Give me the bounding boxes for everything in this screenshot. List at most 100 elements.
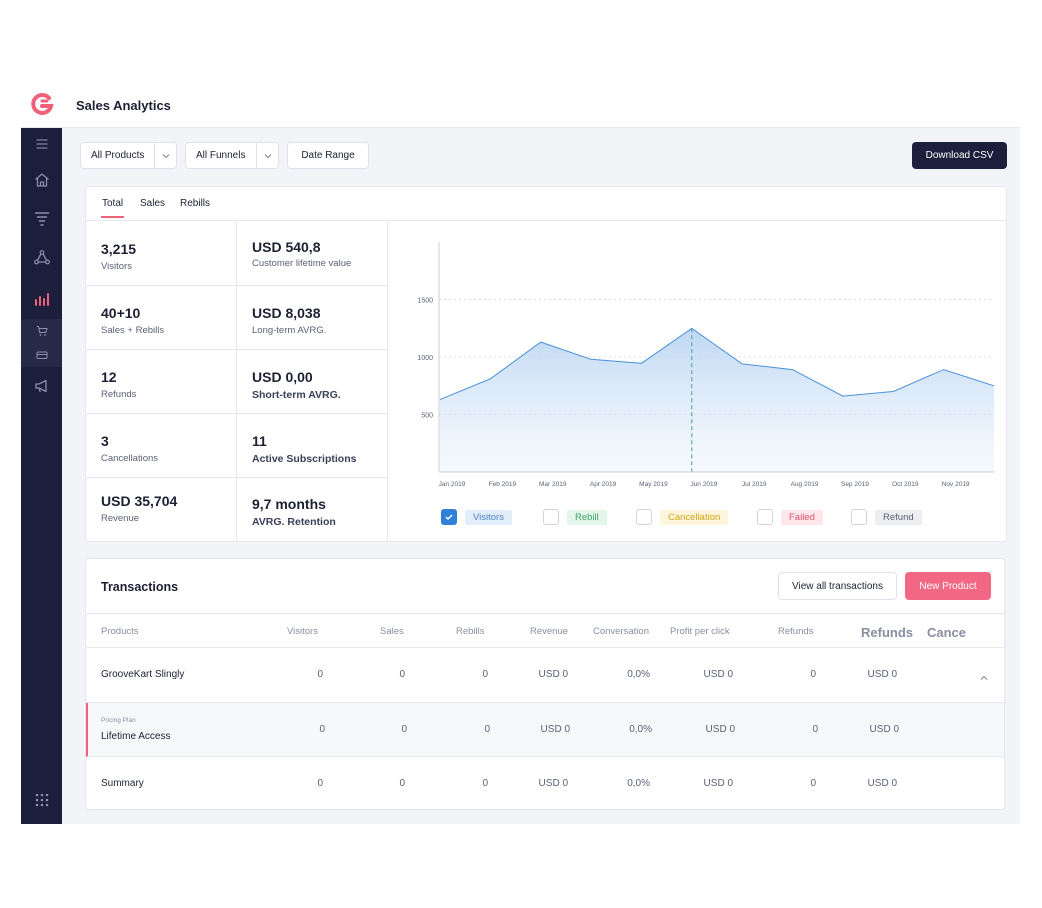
column-header[interactable]: Cance: [927, 625, 967, 640]
download-csv-button[interactable]: Download CSV: [912, 142, 1007, 169]
tab-sales[interactable]: Sales: [140, 198, 166, 209]
x-tick-label: Feb 2019: [489, 481, 517, 488]
column-header[interactable]: Products: [101, 626, 139, 637]
stat-value: 3: [101, 433, 109, 449]
stat-sales-rebills: 40+10 Sales + Rebills: [86, 286, 237, 350]
row-cell-visitors: 0: [317, 669, 323, 680]
row-product-name: Summary: [101, 778, 144, 789]
table-row-summary[interactable]: Summary 0 0 0 USD 0 0,0% USD 0 0 USD 0: [86, 757, 1004, 809]
legend-failed[interactable]: Failed: [757, 509, 823, 525]
stat-revenue: USD 35,704 Revenue: [86, 478, 237, 542]
stat-customer-lifetime-value: USD 540,8 Customer lifetime value: [237, 222, 388, 286]
row-cell-rebills: 0: [482, 669, 488, 680]
visitors-area-chart: 500 1000 1500 Jan 2019 Feb 2019 Mar 2019 Apr 2…: [417, 242, 995, 488]
legend-refund[interactable]: Refund: [851, 509, 922, 525]
checkbox-icon[interactable]: [543, 509, 559, 525]
products-dropdown-label: All Products: [91, 150, 145, 161]
checkbox-icon[interactable]: [636, 509, 652, 525]
stat-label: Short-term AVRG.: [252, 389, 341, 401]
column-header[interactable]: Rebills: [456, 626, 485, 637]
tabs: Total Sales Rebills: [86, 187, 1006, 221]
stat-short-term-avrg: USD 0,00 Short-term AVRG.: [237, 350, 388, 414]
stat-label: Customer lifetime value: [252, 258, 352, 269]
tab-total[interactable]: Total: [100, 198, 125, 218]
cart-icon[interactable]: [21, 319, 62, 343]
stat-label: Sales + Rebills: [101, 325, 165, 336]
row-cell-rebills: 0: [482, 778, 488, 789]
series-area-visitors: [440, 328, 994, 472]
stat-label: Active Subscriptions: [252, 453, 357, 465]
stat-value: USD 8,038: [252, 305, 321, 321]
tab-rebills[interactable]: Rebills: [180, 198, 211, 209]
stat-active-subscriptions: 11 Active Subscriptions: [237, 414, 388, 478]
funnels-dropdown-label: All Funnels: [196, 150, 246, 161]
y-tick-label: 1500: [417, 298, 433, 305]
column-header[interactable]: Visitors: [287, 626, 318, 637]
x-tick-label: May 2019: [639, 481, 668, 488]
legend-cancellation[interactable]: Cancellation: [636, 509, 729, 525]
stat-label: Revenue: [101, 513, 140, 524]
card-icon[interactable]: [21, 343, 62, 367]
new-product-button[interactable]: New Product: [905, 572, 991, 600]
column-header[interactable]: Sales: [380, 626, 404, 637]
table-row[interactable]: GrooveKart Slingly 0 0 0 USD 0 0,0% USD …: [86, 648, 1004, 703]
checkbox-icon[interactable]: [757, 509, 773, 525]
stat-avrg-retention: 9,7 months AVRG. Retention: [237, 478, 388, 542]
stat-value: 12: [101, 369, 117, 385]
row-cell-refunds-amount: USD 0: [867, 778, 897, 789]
row-cell-revenue: USD 0: [538, 669, 568, 680]
table-row-pricing-plan[interactable]: Pricing Plan Lifetime Access 0 0 0 USD 0…: [86, 703, 1004, 757]
row-cell-sales: 0: [399, 778, 405, 789]
row-product-name[interactable]: GrooveKart Slingly: [101, 669, 185, 680]
bar-chart-icon[interactable]: [30, 287, 54, 311]
row-cell-visitors: 0: [319, 724, 325, 735]
column-header[interactable]: Revenue: [530, 626, 569, 637]
stat-long-term-avrg: USD 8,038 Long-term AVRG.: [237, 286, 388, 350]
nodes-icon[interactable]: [30, 246, 54, 270]
checkbox-icon[interactable]: [851, 509, 867, 525]
row-cell-revenue: USD 0: [540, 724, 570, 735]
legend-label: Failed: [781, 509, 823, 525]
row-cell-refunds-amount: USD 0: [867, 669, 897, 680]
row-cell-rebills: 0: [484, 724, 490, 735]
y-tick-label: 500: [421, 413, 433, 420]
checkbox-checked-icon[interactable]: [441, 509, 457, 525]
x-tick-label: Sep 2019: [841, 481, 869, 488]
megaphone-icon[interactable]: [30, 374, 54, 398]
column-header[interactable]: Conversation: [593, 626, 649, 637]
transactions-card: Transactions View all transactions New P…: [85, 558, 1005, 810]
x-tick-label: Mar 2019: [539, 481, 567, 488]
row-cell-visitors: 0: [317, 778, 323, 789]
stat-label: Cancellations: [101, 453, 159, 464]
products-dropdown[interactable]: All Products: [80, 142, 177, 169]
home-icon[interactable]: [30, 168, 54, 192]
funnel-icon[interactable]: [30, 207, 54, 231]
menu-icon[interactable]: [30, 132, 54, 156]
stat-value: USD 540,8: [252, 239, 321, 255]
transactions-title: Transactions: [101, 580, 179, 594]
funnels-dropdown[interactable]: All Funnels: [185, 142, 279, 169]
row-cell-profit-per-click: USD 0: [703, 778, 733, 789]
legend-label: Cancellation: [660, 509, 729, 525]
row-cell-refunds: 0: [812, 724, 818, 735]
grid-icon[interactable]: [30, 788, 54, 812]
stat-label: Long-term AVRG.: [252, 325, 327, 336]
row-cell-refunds: 0: [810, 778, 816, 789]
row-cell-sales: 0: [401, 724, 407, 735]
column-header[interactable]: Refunds: [861, 625, 913, 640]
chevron-up-icon[interactable]: [979, 670, 989, 688]
stat-value: USD 0,00: [252, 369, 313, 385]
legend-visitors[interactable]: Visitors: [441, 509, 512, 525]
column-header[interactable]: Refunds: [778, 626, 814, 637]
stat-refunds: 12 Refunds: [86, 350, 237, 414]
legend-rebill[interactable]: Rebill: [543, 509, 607, 525]
column-header[interactable]: Profit per click: [670, 626, 730, 637]
row-product-name[interactable]: Lifetime Access: [101, 731, 171, 742]
logo-icon[interactable]: [30, 92, 54, 118]
row-subtitle: Pricing Plan: [101, 717, 136, 724]
date-range-button[interactable]: Date Range: [287, 142, 369, 169]
sidebar: [21, 128, 62, 824]
view-all-transactions-button[interactable]: View all transactions: [778, 572, 897, 600]
row-cell-conversation: 0,0%: [629, 724, 652, 735]
row-cell-revenue: USD 0: [538, 778, 568, 789]
